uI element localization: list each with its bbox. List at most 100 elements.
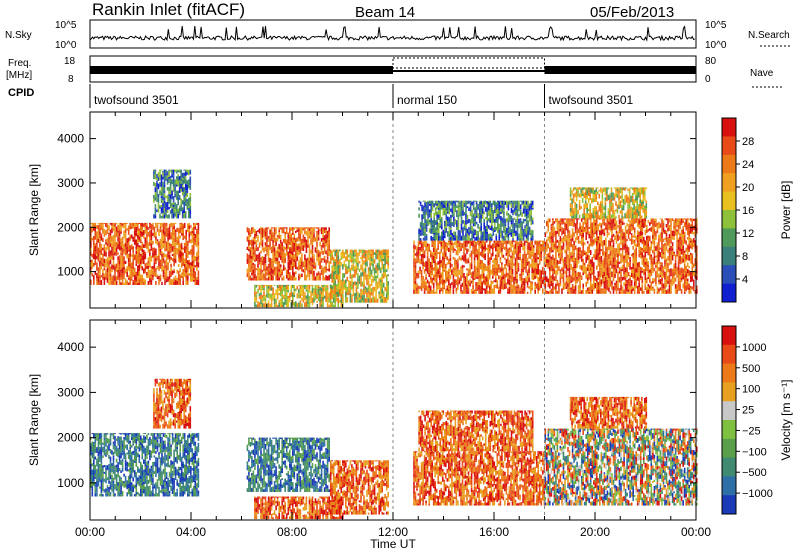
echo-cell: [149, 262, 151, 268]
echo-cell: [188, 259, 191, 263]
echo-cell: [621, 258, 624, 263]
echo-cell: [304, 276, 306, 281]
echo-cell: [269, 258, 271, 261]
echo-cell: [588, 271, 590, 276]
echo-cell: [354, 281, 356, 286]
echo-cell: [301, 289, 303, 294]
echo-cell: [249, 263, 252, 268]
echo-cell: [423, 241, 426, 247]
echo-cell: [508, 250, 511, 255]
echo-cell: [422, 284, 424, 289]
echo-cell: [525, 223, 528, 226]
echo-cell: [111, 276, 113, 281]
echo-cell: [472, 271, 474, 277]
echo-cell: [248, 258, 250, 264]
echo-cell: [552, 220, 554, 224]
echo-cell: [474, 237, 476, 241]
echo-cell: [498, 215, 501, 220]
echo-cell: [251, 227, 253, 230]
echo-cell: [322, 258, 324, 261]
echo-cell: [511, 290, 514, 294]
echo-cell: [302, 227, 305, 231]
echo-cell: [121, 247, 124, 254]
echo-cell: [279, 291, 282, 297]
echo-cell: [140, 222, 142, 227]
echo-cell: [186, 204, 189, 210]
echo-cell: [580, 238, 583, 242]
echo-cell: [471, 230, 473, 234]
echo-cell: [173, 249, 175, 254]
echo-cell: [472, 276, 474, 281]
echo-cell: [137, 242, 139, 247]
echo-cell: [421, 204, 423, 209]
echo-cell: [96, 278, 98, 282]
echo-cell: [252, 269, 255, 274]
echo-cell: [381, 265, 383, 270]
echo-cell: [384, 249, 386, 251]
echo-cell: [162, 233, 165, 237]
echo-cell: [319, 256, 321, 261]
echo-cell: [130, 262, 133, 267]
echo-cell: [140, 259, 142, 265]
echo-cell: [481, 213, 484, 219]
echo-cell: [261, 242, 264, 247]
echo-cell: [585, 271, 587, 276]
echo-cell: [298, 293, 300, 299]
echo-cell: [182, 274, 184, 278]
echo-cell: [481, 208, 484, 214]
echo-cell: [272, 287, 274, 291]
echo-cell: [603, 263, 606, 268]
echo-cell: [387, 297, 389, 300]
echo-cell: [481, 231, 484, 235]
echo-cell: [430, 228, 432, 234]
echo-cell: [477, 213, 479, 219]
echo-cell: [177, 270, 180, 276]
echo-cell: [596, 222, 598, 225]
echo-cell: [165, 258, 168, 261]
echo-cell: [298, 284, 300, 286]
echo-cell: [249, 247, 252, 251]
echo-cell: [379, 267, 382, 271]
echo-cell: [158, 243, 160, 246]
echo-cell: [565, 275, 568, 278]
echo-cell: [547, 283, 550, 288]
echo-cell: [174, 255, 177, 260]
echo-cell: [322, 269, 324, 276]
echo-cell: [165, 207, 167, 213]
echo-cell: [305, 231, 308, 236]
echo-cell: [596, 282, 598, 287]
echo-cell: [332, 266, 335, 272]
echo-cell: [120, 267, 122, 270]
echo-cell: [354, 258, 356, 263]
echo-cell: [310, 291, 312, 295]
echo-cell: [516, 286, 518, 289]
echo-cell: [322, 284, 324, 288]
echo-cell: [574, 230, 577, 234]
echo-cell: [349, 270, 352, 274]
echo-cell: [311, 255, 314, 260]
echo-cell: [473, 272, 476, 276]
echo-cell: [558, 220, 560, 224]
echo-cell: [573, 244, 575, 249]
echo-cell: [605, 289, 607, 294]
echo-cell: [465, 219, 467, 225]
echo-cell: [301, 284, 303, 287]
echo-cell: [519, 248, 521, 251]
echo-cell: [316, 284, 318, 289]
echo-cell: [490, 240, 493, 242]
echo-cell: [284, 257, 286, 263]
echo-cell: [517, 292, 520, 294]
echo-cell: [612, 249, 615, 254]
echo-cell: [494, 206, 496, 210]
echo-cell: [567, 254, 569, 260]
echo-cell: [543, 281, 546, 287]
echo-cell: [178, 187, 181, 191]
echo-cell: [96, 237, 98, 240]
echo-cell: [585, 219, 587, 223]
echo-cell: [169, 169, 172, 173]
echo-cell: [441, 201, 443, 205]
echo-cell: [129, 253, 131, 257]
echo-cell: [285, 251, 288, 254]
echo-cell: [298, 249, 300, 252]
echo-cell: [457, 205, 460, 208]
